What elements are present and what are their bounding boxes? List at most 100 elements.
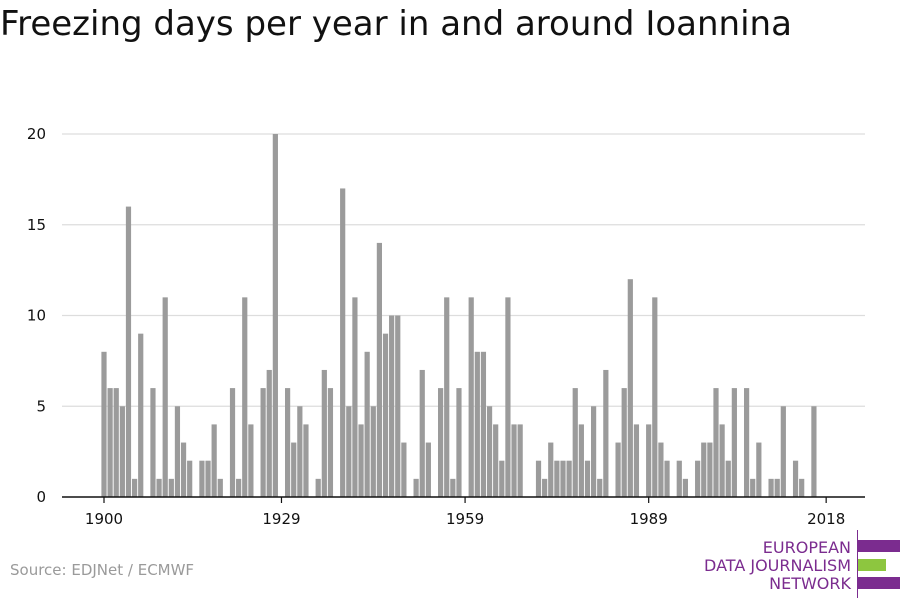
bar-2010 — [774, 478, 780, 497]
bar-2011 — [780, 406, 786, 497]
logo-text-network: NETWORK — [769, 574, 851, 593]
y-tick-label: 5 — [36, 397, 46, 415]
bar-1994 — [676, 460, 682, 497]
bar-1914 — [187, 460, 193, 497]
bar-1909 — [156, 478, 162, 497]
bar-2005 — [744, 388, 750, 497]
bar-2003 — [731, 388, 737, 497]
bar-1900 — [101, 351, 107, 497]
bar-1978 — [578, 424, 584, 497]
logo-bar-green — [858, 559, 886, 571]
bar-1977 — [572, 388, 578, 497]
bar-1963 — [486, 406, 493, 497]
bar-1976 — [566, 460, 572, 497]
bar-1968 — [517, 424, 523, 497]
bar-1942 — [358, 424, 364, 497]
bar-1973 — [548, 442, 554, 497]
bar-1974 — [554, 460, 560, 497]
bar-1960 — [468, 297, 474, 497]
bar-2006 — [750, 478, 756, 497]
bar-1965 — [499, 460, 505, 497]
bar-1924 — [248, 424, 254, 497]
y-tick-label: 10 — [27, 307, 46, 325]
bar-1943 — [364, 351, 370, 497]
bars — [101, 134, 817, 497]
bar-1921 — [229, 388, 236, 497]
bar-1979 — [584, 460, 591, 497]
bar-1941 — [352, 297, 358, 497]
bar-1902 — [113, 388, 119, 497]
bar-1931 — [291, 442, 297, 497]
bar-2013 — [792, 460, 799, 497]
bar-1939 — [340, 188, 346, 497]
bar-1916 — [199, 460, 205, 497]
bar-1948 — [395, 315, 401, 497]
bar-1949 — [401, 442, 407, 497]
logo-divider — [857, 530, 858, 598]
bar-1917 — [205, 460, 211, 497]
bar-1912 — [174, 406, 181, 497]
bar-1945 — [376, 242, 382, 497]
x-axis-ticks: 1900 1929 1959 1989 2018 — [85, 497, 845, 528]
bar-1940 — [346, 406, 352, 497]
bar-1992 — [664, 460, 670, 497]
bar-1935 — [315, 478, 321, 497]
bar-1982 — [603, 369, 609, 497]
bar-1936 — [321, 369, 327, 497]
bar-1946 — [382, 333, 389, 497]
bar-1955 — [438, 388, 444, 497]
bar-1991 — [658, 442, 664, 497]
bar-1933 — [303, 424, 309, 497]
bar-1967 — [511, 424, 517, 497]
bar-1964 — [493, 424, 499, 497]
bar-2001 — [719, 424, 725, 497]
bar-1961 — [474, 351, 480, 497]
bar-1962 — [480, 351, 487, 497]
bar-1986 — [627, 279, 633, 497]
bar-1944 — [370, 406, 376, 497]
bar-2002 — [725, 460, 731, 497]
bar-1951 — [413, 478, 419, 497]
logo-text-european: EUROPEAN — [762, 538, 851, 557]
bar-1990 — [652, 297, 658, 497]
bar-1911 — [168, 478, 174, 497]
edjnet-logo: EUROPEAN DATA JOURNALISM NETWORK — [700, 528, 900, 598]
bar-1999 — [707, 442, 713, 497]
bar-1958 — [456, 388, 462, 497]
bar-1998 — [701, 442, 707, 497]
bar-1913 — [180, 442, 187, 497]
bar-1910 — [162, 297, 168, 497]
bar-1981 — [597, 478, 603, 497]
bar-1928 — [272, 134, 278, 497]
bar-1980 — [591, 406, 597, 497]
source-note: Source: EDJNet / ECMWF — [10, 561, 195, 579]
x-tick-label: 1929 — [262, 510, 300, 528]
bar-1926 — [260, 388, 266, 497]
bar-1927 — [266, 369, 272, 497]
bar-1932 — [297, 406, 303, 497]
bar-1947 — [389, 315, 395, 497]
bar-1985 — [621, 388, 627, 497]
bar-1972 — [542, 478, 548, 497]
gridlines — [62, 133, 865, 407]
bar-1953 — [425, 442, 431, 497]
y-tick-label: 15 — [27, 216, 46, 234]
bar-1975 — [560, 460, 566, 497]
bar-1957 — [450, 478, 456, 497]
bar-2016 — [811, 406, 817, 497]
x-tick-label: 1959 — [446, 510, 484, 528]
bar-2009 — [768, 478, 774, 497]
bar-1984 — [615, 442, 621, 497]
y-tick-label: 20 — [27, 125, 46, 143]
bar-1989 — [646, 424, 652, 497]
bar-1922 — [236, 478, 242, 497]
bar-1937 — [327, 388, 334, 497]
bar-1923 — [242, 297, 248, 497]
bar-2000 — [713, 388, 719, 497]
bar-2014 — [799, 478, 805, 497]
bar-1997 — [695, 460, 701, 497]
bar-1908 — [150, 388, 156, 497]
bar-1905 — [132, 478, 138, 497]
bar-1904 — [125, 206, 132, 497]
y-tick-label: 0 — [36, 488, 46, 506]
